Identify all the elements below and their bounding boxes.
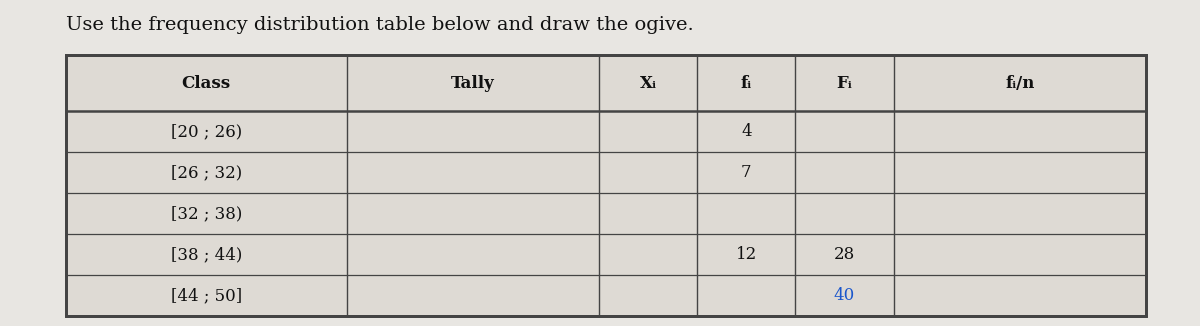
Bar bbox=[796, 55, 894, 111]
Bar bbox=[599, 275, 697, 316]
Bar bbox=[796, 234, 894, 275]
Text: [44 ; 50]: [44 ; 50] bbox=[170, 287, 242, 304]
Bar bbox=[66, 55, 347, 111]
Bar bbox=[697, 275, 796, 316]
Bar bbox=[66, 275, 347, 316]
Bar bbox=[796, 275, 894, 316]
Bar bbox=[894, 152, 1146, 193]
Text: 28: 28 bbox=[834, 246, 856, 263]
Bar bbox=[697, 234, 796, 275]
Text: Use the frequency distribution table below and draw the ogive.: Use the frequency distribution table bel… bbox=[66, 16, 694, 34]
Text: Tally: Tally bbox=[451, 75, 494, 92]
Bar bbox=[697, 55, 796, 111]
Text: 12: 12 bbox=[736, 246, 757, 263]
Text: fᵢ: fᵢ bbox=[740, 75, 752, 92]
Bar bbox=[347, 55, 599, 111]
Text: 40: 40 bbox=[834, 287, 856, 304]
Bar bbox=[599, 55, 697, 111]
Text: [20 ; 26): [20 ; 26) bbox=[170, 123, 242, 140]
Bar bbox=[66, 234, 347, 275]
Bar bbox=[796, 152, 894, 193]
Text: Xᵢ: Xᵢ bbox=[640, 75, 656, 92]
Bar bbox=[347, 111, 599, 152]
Bar bbox=[894, 55, 1146, 111]
Bar bbox=[347, 152, 599, 193]
Bar bbox=[599, 234, 697, 275]
Text: [32 ; 38): [32 ; 38) bbox=[170, 205, 242, 222]
Bar bbox=[894, 111, 1146, 152]
Bar bbox=[66, 111, 347, 152]
Bar bbox=[894, 275, 1146, 316]
Bar bbox=[796, 111, 894, 152]
Bar bbox=[894, 234, 1146, 275]
Bar bbox=[66, 55, 1146, 316]
Bar bbox=[796, 193, 894, 234]
Text: Class: Class bbox=[181, 75, 230, 92]
Text: 7: 7 bbox=[740, 164, 751, 181]
Bar bbox=[347, 275, 599, 316]
Bar bbox=[894, 193, 1146, 234]
Bar bbox=[697, 152, 796, 193]
Bar bbox=[66, 152, 347, 193]
Text: 4: 4 bbox=[740, 123, 751, 140]
Text: [38 ; 44): [38 ; 44) bbox=[170, 246, 242, 263]
Bar bbox=[66, 193, 347, 234]
Bar bbox=[697, 111, 796, 152]
Bar bbox=[697, 193, 796, 234]
Bar bbox=[347, 193, 599, 234]
Text: fᵢ/n: fᵢ/n bbox=[1006, 75, 1034, 92]
Text: [26 ; 32): [26 ; 32) bbox=[170, 164, 242, 181]
Bar bbox=[599, 193, 697, 234]
Bar bbox=[599, 111, 697, 152]
Bar bbox=[599, 152, 697, 193]
Bar bbox=[347, 234, 599, 275]
Text: Fᵢ: Fᵢ bbox=[836, 75, 852, 92]
Bar bbox=[66, 55, 1146, 316]
